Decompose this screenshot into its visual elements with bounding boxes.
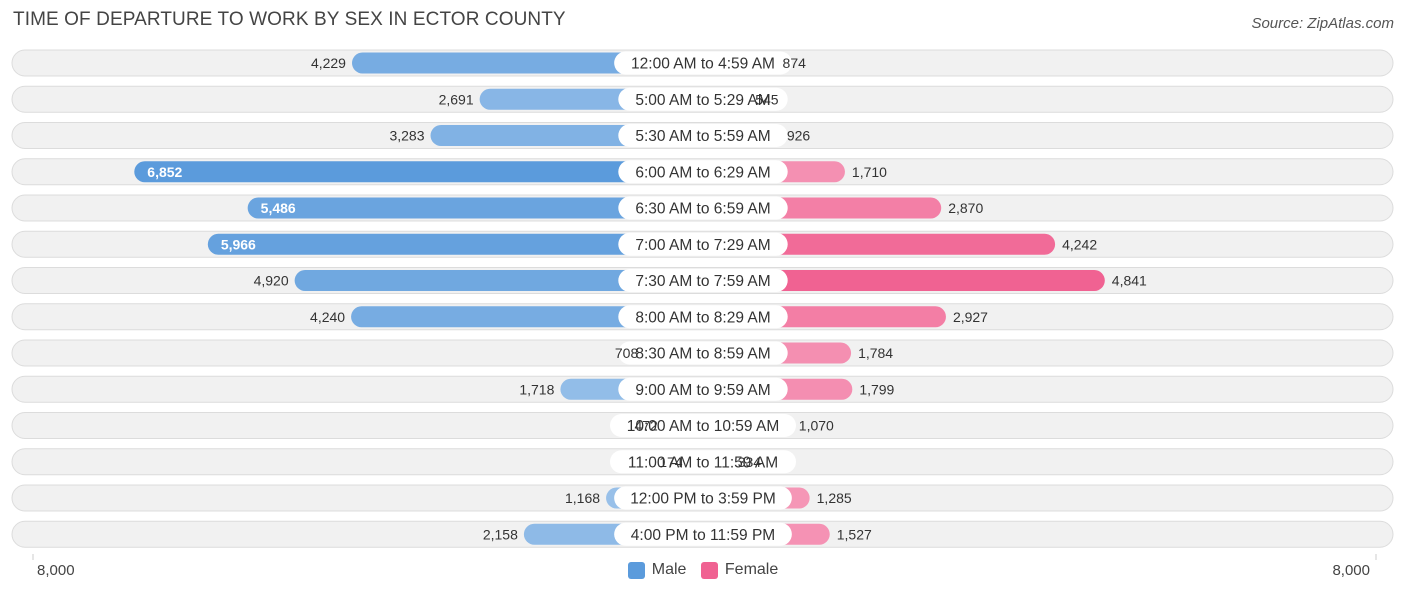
category-label-bg (610, 450, 796, 474)
category-label: 6:30 AM to 6:59 AM (635, 201, 770, 218)
female-value-label: 4,242 (1062, 236, 1097, 252)
category-label-bg (618, 232, 788, 256)
category-label-bg (618, 341, 788, 365)
category-label: 7:00 AM to 7:29 AM (635, 237, 770, 254)
category-label: 10:00 AM to 10:59 AM (627, 418, 780, 435)
female-value-label: 334 (738, 454, 762, 470)
chart-svg: 12:00 AM to 4:59 AM 4,229 874 5:00 AM to 5:… (11, 49, 1394, 560)
category-label-bg (618, 160, 788, 184)
category-label: 8:00 AM to 8:29 AM (635, 309, 770, 326)
male-value-label: 1,168 (565, 490, 600, 506)
axis-left-max-label: 8,000 (37, 562, 75, 579)
category-label-bg (618, 196, 788, 220)
category-label-bg (618, 124, 788, 147)
category-label-bg (614, 51, 792, 75)
category-label-bg (614, 486, 792, 510)
male-value-label: 708 (615, 345, 639, 361)
male-swatch-icon (627, 561, 645, 579)
category-label: 7:30 AM to 7:59 AM (635, 273, 770, 290)
category-label: 11:00 AM to 11:59 AM (628, 454, 778, 471)
male-value-label: 4,240 (310, 309, 345, 325)
female-value-label: 1,285 (817, 490, 852, 506)
axis-right-max-label: 8,000 (1332, 562, 1370, 579)
legend: Male Female (0, 561, 1406, 584)
source-credit: Source: ZipAtlas.com (1251, 15, 1394, 32)
female-bar (703, 233, 1056, 255)
male-value-label: 4,229 (311, 55, 346, 71)
male-value-label: 472 (634, 418, 658, 434)
male-value-label: 2,158 (483, 526, 518, 542)
female-value-label: 1,070 (799, 418, 834, 434)
male-bar (351, 306, 703, 328)
category-label: 12:00 PM to 3:59 PM (630, 491, 776, 508)
male-bar (207, 233, 703, 255)
category-label: 5:30 AM to 5:59 AM (635, 128, 770, 145)
male-bar (247, 197, 704, 219)
category-label: 12:00 AM to 4:59 AM (631, 56, 775, 73)
male-value-label: 4,920 (254, 273, 289, 289)
female-value-label: 545 (755, 91, 779, 107)
female-value-label: 926 (787, 128, 811, 144)
legend-item-female: Female (700, 561, 779, 579)
chart-title: TIME OF DEPARTURE TO WORK BY SEX IN ECTO… (13, 9, 566, 30)
female-value-label: 1,799 (859, 381, 894, 397)
female-value-label: 4,841 (1112, 273, 1147, 289)
female-value-label: 1,710 (852, 164, 887, 180)
legend-item-male: Male (627, 561, 687, 579)
legend-female-label: Female (724, 561, 779, 578)
male-value-label: 1,718 (519, 381, 554, 397)
female-value-label: 2,870 (948, 200, 983, 216)
female-value-label: 2,927 (953, 309, 988, 325)
category-label: 4:00 PM to 11:59 PM (631, 527, 775, 544)
female-value-label: 1,527 (837, 526, 872, 542)
male-value-label: 5,966 (221, 236, 256, 252)
category-label-bg (618, 377, 788, 401)
category-label-bg (610, 414, 796, 437)
female-value-label: 874 (783, 55, 807, 71)
male-bar (351, 52, 703, 74)
category-label-bg (618, 305, 788, 329)
male-value-label: 174 (659, 454, 683, 470)
male-value-label: 2,691 (439, 91, 474, 107)
male-value-label: 6,852 (147, 164, 182, 180)
male-bar (294, 270, 703, 291)
category-label-bg (614, 522, 792, 546)
category-label: 8:30 AM to 8:59 AM (635, 346, 770, 363)
male-bar (134, 161, 703, 183)
female-swatch-icon (700, 561, 718, 579)
category-label-bg (618, 87, 788, 111)
category-label: 6:00 AM to 6:29 AM (635, 164, 770, 181)
category-label: 5:00 AM to 5:29 AM (635, 92, 770, 109)
male-value-label: 5,486 (261, 200, 296, 216)
female-value-label: 1,784 (858, 345, 893, 361)
category-label-bg (618, 269, 788, 292)
category-label: 9:00 AM to 9:59 AM (635, 382, 770, 399)
female-bar (703, 270, 1105, 291)
male-value-label: 3,283 (389, 128, 424, 144)
legend-male-label: Male (651, 561, 687, 578)
